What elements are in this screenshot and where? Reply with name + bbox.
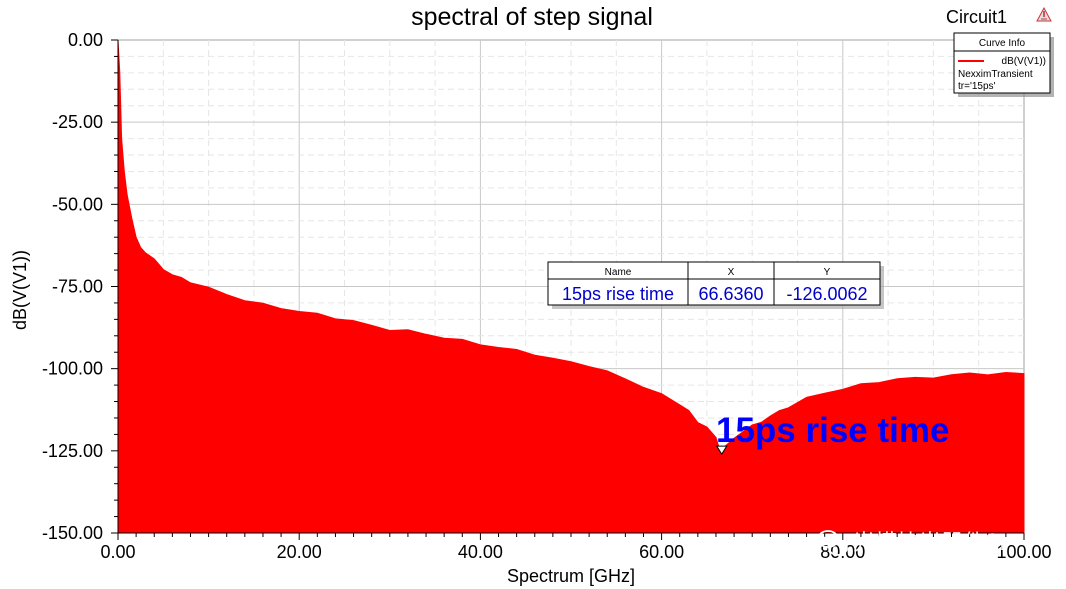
chart-title: spectral of step signal bbox=[411, 3, 653, 31]
x-tick-label: 0.00 bbox=[100, 542, 135, 562]
x-tick-labels: 0.00 20.00 40.00 60.00 80.00 100.00 bbox=[100, 542, 1051, 562]
table-header-y: Y bbox=[824, 267, 831, 278]
table-header-x: X bbox=[728, 267, 735, 278]
axes bbox=[111, 39, 1025, 540]
series-area bbox=[117, 39, 1025, 534]
y-tick-label: -150.00 bbox=[42, 523, 103, 543]
table-cell-name: 15ps rise time bbox=[562, 284, 674, 304]
x-axis-label: Spectrum [GHz] bbox=[507, 566, 635, 586]
y-tick-label: -50.00 bbox=[52, 194, 103, 214]
y-axis-label: dB(V(V1)) bbox=[10, 250, 30, 330]
y-tick-label: -75.00 bbox=[52, 277, 103, 297]
x-tick-label: 100.00 bbox=[996, 542, 1051, 562]
watermark-text: 光模块光器件SI bbox=[853, 531, 1005, 556]
curve-info-legend[interactable]: Curve Info dB(V(V1)) NexximTransient tr=… bbox=[953, 32, 1054, 97]
table-header-name: Name bbox=[605, 267, 632, 278]
y-tick-label: 0.00 bbox=[68, 30, 103, 50]
y-tick-labels: 0.00 -25.00 -50.00 -75.00 -100.00 -125.00 -150… bbox=[42, 30, 103, 543]
y-tick-label: -25.00 bbox=[52, 112, 103, 132]
legend-entry: dB(V(V1)) bbox=[1002, 56, 1046, 67]
table-cell-x: 66.6360 bbox=[698, 284, 763, 304]
legend-title: Curve Info bbox=[979, 38, 1026, 49]
marker-triangle[interactable] bbox=[715, 445, 728, 456]
x-tick-label: 20.00 bbox=[277, 542, 322, 562]
marker-label: 15ps rise time bbox=[716, 411, 949, 450]
watermark: 光模块光器件SI bbox=[817, 530, 1005, 556]
marker[interactable] bbox=[715, 445, 728, 456]
y-tick-label: -125.00 bbox=[42, 441, 103, 461]
table-cell-y: -126.0062 bbox=[786, 284, 867, 304]
circuit-label: Circuit1 bbox=[946, 7, 1007, 27]
x-tick-label: 40.00 bbox=[458, 542, 503, 562]
warning-icon bbox=[1036, 6, 1052, 22]
x-tick-label: 60.00 bbox=[639, 542, 684, 562]
legend-line-1: NexximTransient bbox=[958, 69, 1033, 80]
marker-table[interactable]: Name X Y 15ps rise time 66.6360 -126.006… bbox=[547, 261, 884, 309]
wechat-icon bbox=[817, 530, 848, 556]
legend-line-2: tr='15ps' bbox=[958, 81, 996, 92]
y-tick-label: -100.00 bbox=[42, 359, 103, 379]
